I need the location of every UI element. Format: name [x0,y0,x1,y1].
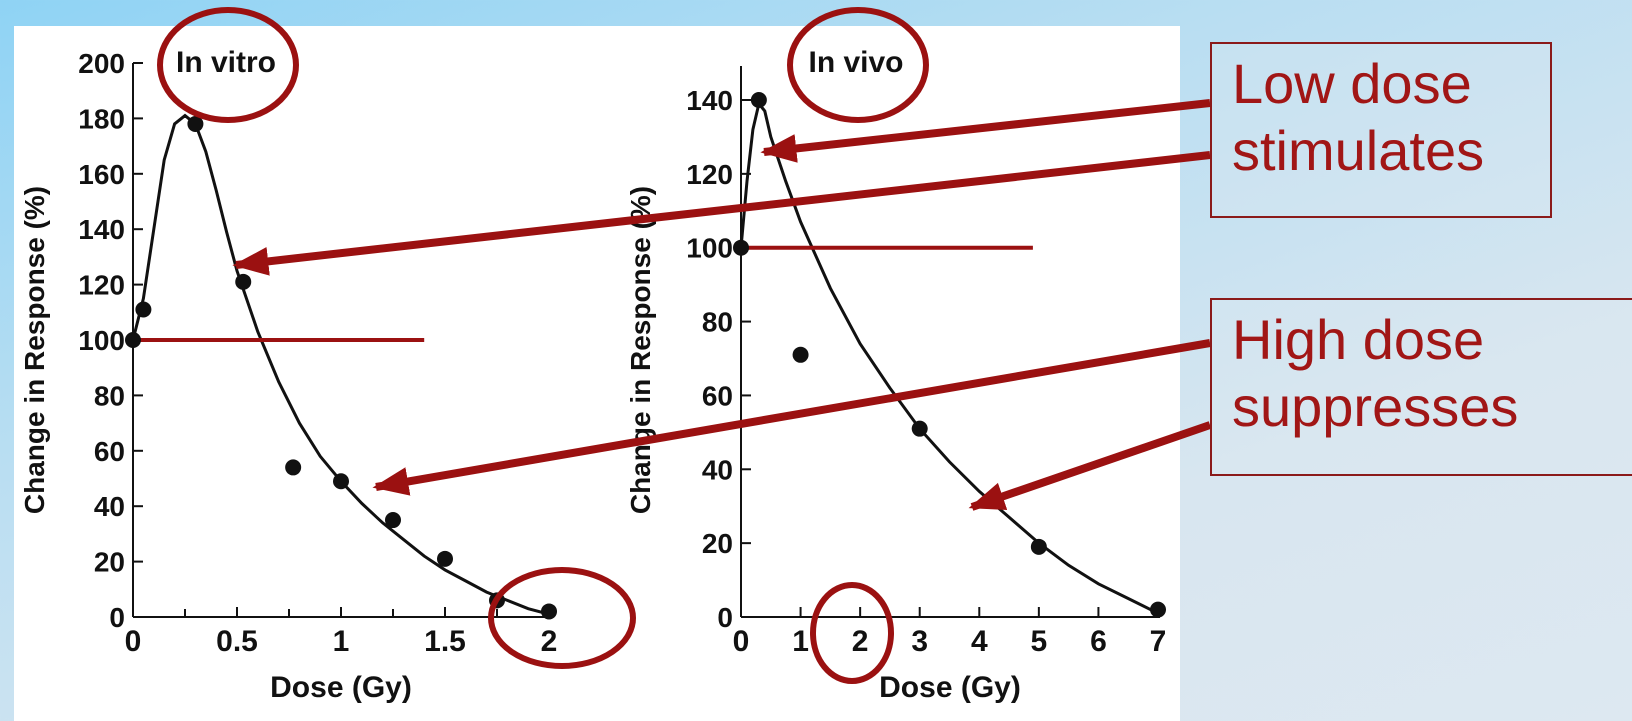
x-tick-label: 0 [733,625,750,658]
low-dose-arrow-in-vivo [760,99,1211,163]
y-tick-label: 60 [94,436,125,467]
x-axis-label: Dose (Gy) [270,671,412,704]
data-point [1150,601,1166,618]
low-dose-callout: Low dose stimulates [1210,42,1552,218]
data-point [285,459,302,476]
low-dose-callout-line2: stimulates [1232,119,1485,183]
x-tick-label: 3 [911,625,928,658]
low-dose-callout-line1: Low dose [1232,52,1472,115]
x-tick-label: 0 [125,625,142,658]
x-tick-label: 0.5 [216,625,258,658]
y-tick-label: 80 [702,307,733,338]
y-tick-label: 40 [94,491,125,522]
y-tick-label: 60 [702,380,733,411]
data-point [792,346,809,363]
data-point [541,603,557,620]
x-tick-label: 2 [852,625,869,658]
high-dose-callout: High dose suppresses [1210,298,1632,476]
x-tick-label: 1.5 [424,625,466,658]
low-dose-arrow-in-vitro [232,151,1211,276]
y-tick-label: 0 [717,602,733,633]
high-dose-callout-line2: suppresses [1232,375,1519,439]
y-tick-label: 160 [78,159,125,190]
data-point [235,273,252,290]
y-tick-label: 40 [702,454,733,485]
y-tick-label: 120 [78,270,125,301]
data-point [1030,538,1047,555]
chart-background [14,26,1180,721]
y-tick-label: 20 [94,547,125,578]
y-tick-label: 120 [686,159,733,190]
x-tick-label: 5 [1031,625,1048,658]
y-axis-label: Change in Response (%) [625,186,656,514]
x-tick-label: 4 [971,625,988,658]
x-tick-label: 2 [541,625,558,658]
y-tick-label: 100 [78,325,125,356]
x-tick-label: 1 [792,625,809,658]
data-point [135,301,152,318]
data-point [125,332,141,348]
in-vivo-title-highlight [787,7,929,123]
data-point [385,512,401,529]
high-dose-arrow-in-vitro [372,339,1211,496]
in-vitro-dose-2-highlight [488,567,636,669]
data-point [911,420,928,437]
x-tick-label: 6 [1090,625,1107,658]
y-tick-label: 180 [78,103,125,134]
y-tick-label: 200 [78,48,125,79]
y-tick-label: 0 [109,602,125,633]
in-vivo-dose-2-highlight [810,582,894,684]
data-point [733,239,749,256]
chart-2: 0 20 40 60 80 100 120 140 0 1 2 3 4 5 6 7 Dose (Gy) Chang… [625,46,1166,704]
y-axis-label: Change in Response (%) [19,186,50,514]
y-tick-label: 140 [78,214,125,245]
data-point [333,473,349,490]
x-tick-label: 1 [333,625,350,658]
y-tick-label: 20 [702,528,733,559]
data-point [750,92,767,108]
data-point [187,115,204,132]
y-tick-label: 80 [94,380,125,411]
y-tick-label: 100 [686,233,733,264]
in-vitro-title-highlight [157,7,299,123]
high-dose-callout-line1: High dose [1232,308,1485,371]
data-point [437,550,453,567]
fit-curve [131,113,550,616]
chart-1: 0 20 40 60 80 100 120 140 160 180 200 0 0.5 1 1.5 2 Dose… [19,46,557,704]
x-tick-label: 7 [1150,625,1167,658]
chart-title: In vivo [808,46,903,79]
chart-title: In vitro [176,46,276,79]
high-dose-arrow-in-vivo [968,421,1212,511]
y-tick-label: 140 [686,85,733,116]
x-axis-label: Dose (Gy) [879,671,1021,704]
